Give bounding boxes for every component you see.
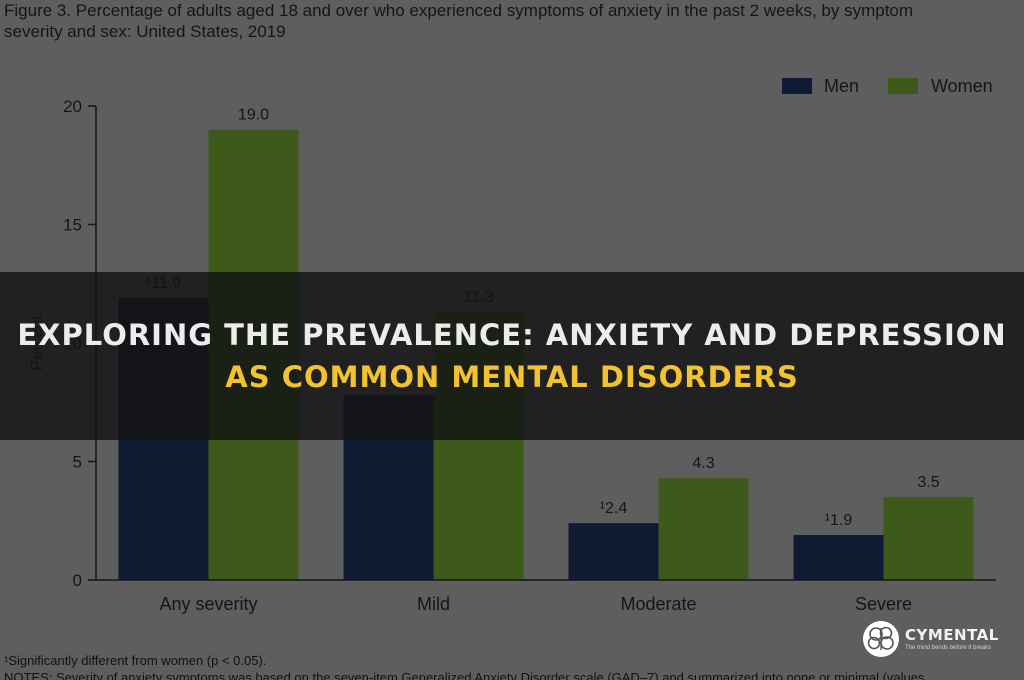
legend-swatch-women	[888, 78, 918, 94]
figure-title-line-2: severity and sex: United States, 2019	[4, 22, 286, 41]
x-tick-label: Moderate	[620, 594, 696, 614]
severity-note: NOTES: Severity of anxiety symptoms was …	[4, 670, 925, 680]
headline-banner: EXPLORING THE PREVALENCE: ANXIETY AND DE…	[0, 272, 1024, 440]
chart-legend: Men Women	[782, 76, 993, 96]
legend-swatch-men	[782, 78, 812, 94]
y-tick-label: 20	[63, 97, 82, 116]
y-tick-label: 0	[73, 571, 82, 590]
x-axis: Any severity Mild Moderate Severe	[96, 579, 996, 614]
significance-note: ¹Significantly different from women (p <…	[4, 653, 267, 668]
figure-title-line-1: Figure 3. Percentage of adults aged 18 a…	[4, 1, 914, 20]
data-label: 19.0	[238, 107, 269, 124]
headline-line-1: EXPLORING THE PREVALENCE: ANXIETY AND DE…	[17, 318, 1007, 352]
data-label: 4.3	[692, 455, 714, 472]
data-label: ¹1.9	[825, 512, 853, 529]
data-label: 3.5	[917, 474, 939, 491]
legend-label-men: Men	[824, 76, 859, 96]
legend-label-women: Women	[931, 76, 993, 96]
bar-women-severe	[883, 497, 974, 580]
x-tick-label: Mild	[417, 594, 450, 614]
bar-women-moderate	[658, 478, 749, 580]
brand-text: CYMENTAL The mind bends before it breaks	[905, 625, 999, 652]
figure-notes: ¹Significantly different from women (p <…	[0, 650, 1024, 680]
brand-name: CYMENTAL	[905, 625, 999, 644]
figure-title: Figure 3. Percentage of adults aged 18 a…	[4, 0, 1020, 50]
bar-men-moderate	[568, 523, 659, 580]
bar-men-severe	[793, 534, 884, 580]
data-label: ¹2.4	[600, 500, 628, 517]
brand-tagline: The mind bends before it breaks	[905, 644, 992, 651]
y-tick-label: 5	[73, 453, 82, 472]
headline-line-2: AS COMMON MENTAL DISORDERS	[225, 360, 799, 394]
x-tick-label: Any severity	[159, 594, 257, 614]
y-tick-label: 15	[63, 216, 82, 235]
x-tick-label: Severe	[855, 594, 912, 614]
brand-logo[interactable]: CYMENTAL The mind bends before it breaks	[862, 616, 1012, 662]
brain-icon	[863, 621, 899, 657]
